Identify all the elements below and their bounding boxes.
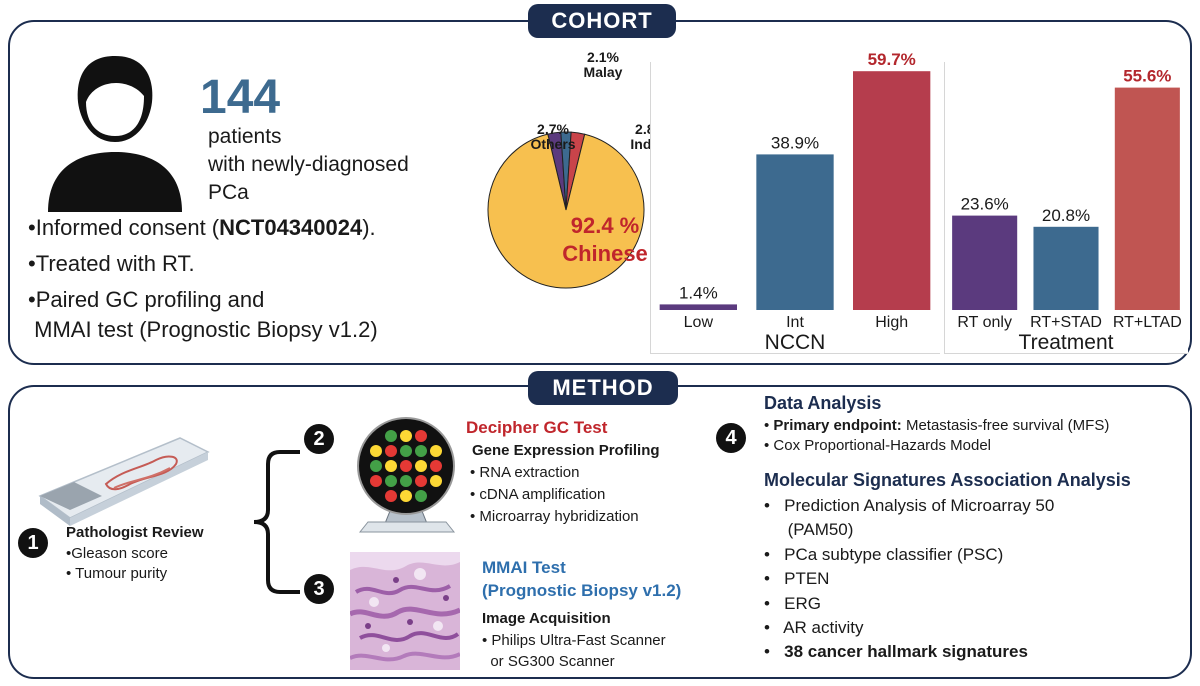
treatment-value-label: 23.6% bbox=[961, 195, 1009, 214]
nccn-category-label: Low bbox=[684, 314, 714, 331]
treatment-value-label: 55.6% bbox=[1123, 67, 1171, 86]
molecular-title: Molecular Signatures Association Analysi… bbox=[764, 470, 1131, 490]
step-2-item-microarray: • Microarray hybridization bbox=[470, 508, 639, 525]
step-3-subtitle: Image Acquisition bbox=[482, 610, 611, 627]
treatment-category-label: RT only bbox=[957, 314, 1012, 331]
nccn-bar-chart: 1.4% Low 38.9% Int 59.7% High NCCN bbox=[659, 50, 931, 354]
person-icon bbox=[48, 56, 182, 212]
step-4-badge: 4 bbox=[716, 423, 746, 453]
step-2-item-rna: • RNA extraction bbox=[470, 464, 580, 481]
glass-slide-icon bbox=[38, 437, 210, 526]
ethnicity-pie-chart bbox=[487, 131, 645, 289]
nccn-bar-high bbox=[853, 71, 931, 310]
treatment-value-label: 20.8% bbox=[1042, 206, 1090, 225]
step-3-badge: 3 bbox=[304, 574, 334, 604]
cohort-title: COHORT bbox=[528, 4, 676, 38]
nccn-value-label: 38.9% bbox=[771, 133, 819, 152]
bracket-connector bbox=[253, 450, 300, 594]
bullet-rt: •Treated with RT. bbox=[28, 251, 195, 276]
step-2-item-cdna: • cDNA amplification bbox=[470, 486, 606, 503]
step-1-item-purity: • Tumour purity bbox=[66, 565, 168, 582]
bullet-paired: •Paired GC profiling and bbox=[28, 287, 265, 312]
step-1-item-gleason: •Gleason score bbox=[66, 545, 168, 562]
step-3-title: MMAI Test bbox=[482, 558, 566, 577]
primary-endpoint: • Primary endpoint: Metastasis-free surv… bbox=[764, 417, 1110, 434]
treatment-bar-rt-stad bbox=[1033, 226, 1099, 310]
molecular-item-pam50-abbr: (PAM50) bbox=[764, 520, 854, 539]
patient-line-2: with newly-diagnosed bbox=[208, 153, 409, 176]
nccn-category-label: Int bbox=[786, 314, 804, 331]
molecular-item-ar: • AR activity bbox=[764, 618, 864, 637]
step-2-badge: 2 bbox=[304, 424, 334, 454]
treatment-bar-rt-ltad bbox=[1114, 87, 1180, 310]
molecular-item-psc: • PCa subtype classifier (PSC) bbox=[764, 545, 1004, 564]
nccn-value-label: 1.4% bbox=[679, 283, 718, 302]
pie-label-others: 2.7% Others bbox=[530, 121, 576, 152]
molecular-item-hallmark: • 38 cancer hallmark signatures bbox=[764, 642, 1028, 661]
nccn-bar-low bbox=[659, 304, 737, 310]
patient-line-1: patients bbox=[208, 125, 282, 148]
histology-image bbox=[350, 552, 460, 670]
step-2-title: Decipher GC Test bbox=[466, 418, 608, 437]
patient-count: 144 bbox=[200, 71, 281, 124]
step-3-item-sg300: or SG300 Scanner bbox=[482, 653, 615, 670]
pie-label-chinese: 92.4 % Chinese bbox=[562, 213, 648, 266]
microarray-icon bbox=[357, 417, 456, 533]
molecular-item-erg: • ERG bbox=[764, 594, 821, 613]
patient-line-3: PCa bbox=[208, 181, 249, 204]
treatment-bar-rt-only bbox=[952, 215, 1018, 310]
molecular-item-pten: • PTEN bbox=[764, 569, 830, 588]
nccn-axis-title: NCCN bbox=[765, 331, 826, 354]
nccn-bar-int bbox=[756, 154, 834, 310]
treatment-axis-title: Treatment bbox=[1019, 331, 1114, 354]
step-1-badge: 1 bbox=[18, 528, 48, 558]
bullet-mmai: MMAI test (Prognostic Biopsy v1.2) bbox=[28, 317, 378, 342]
method-title: METHOD bbox=[528, 371, 678, 405]
molecular-item-pam50: • Prediction Analysis of Microarray 50 bbox=[764, 496, 1055, 515]
treatment-bar-chart: 23.6% RT only 20.8% RT+STAD 55.6% RT+LTADTrea… bbox=[952, 67, 1182, 354]
cox-model: • Cox Proportional-Hazards Model bbox=[764, 437, 992, 454]
pie-slice-chinese bbox=[487, 133, 645, 289]
nccn-category-label: High bbox=[875, 314, 908, 331]
method-panel bbox=[8, 385, 1192, 679]
step-3-item-scanner: • Philips Ultra-Fast Scanner bbox=[482, 632, 666, 649]
step-3-title-line-2: (Prognostic Biopsy v1.2) bbox=[482, 581, 682, 600]
step-2-subtitle: Gene Expression Profiling bbox=[472, 442, 660, 459]
treatment-category-label: RT+STAD bbox=[1030, 314, 1102, 331]
bullet-consent: •Informed consent (NCT04340024). bbox=[28, 215, 376, 240]
step-1-title: Pathologist Review bbox=[66, 524, 204, 541]
step-4-title: Data Analysis bbox=[764, 393, 882, 413]
treatment-category-label: RT+LTAD bbox=[1113, 314, 1182, 331]
nccn-value-label: 59.7% bbox=[868, 50, 916, 69]
pie-label-malay: 2.1% Malay bbox=[583, 49, 623, 80]
